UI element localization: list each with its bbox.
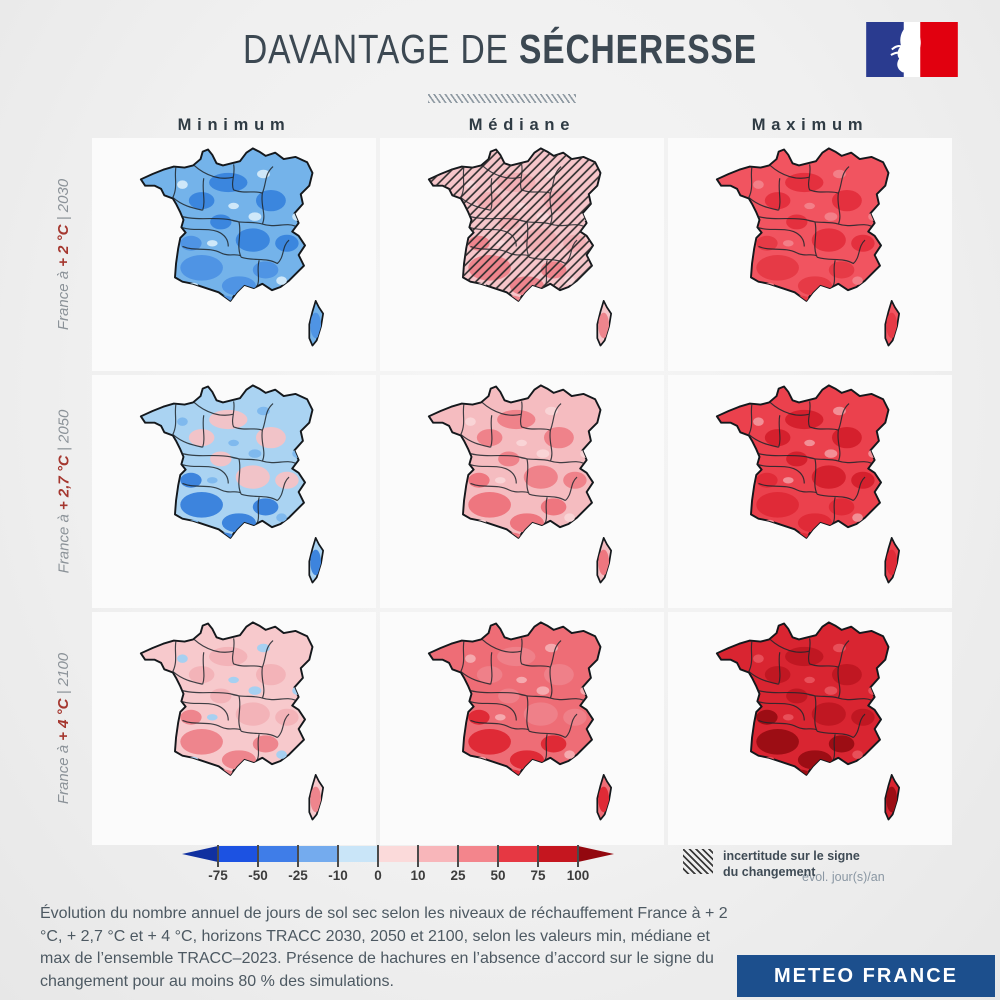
colorbar-tick-label: 75 <box>530 868 546 883</box>
row-label-2050: France à + 2,7 °C | 2050 <box>40 375 88 608</box>
colorbar-tick-label: 100 <box>566 868 590 883</box>
france-map-min-2030 <box>127 142 340 368</box>
colorbar-segment <box>338 846 378 862</box>
hatched-divider <box>428 94 576 103</box>
uncertainty-legend-line1: incertitude sur le signe <box>723 849 860 863</box>
colorbar-arrow-left <box>182 846 218 862</box>
colorbar-arrow-right <box>578 846 614 862</box>
meteo-france-logo: METEO FRANCE <box>737 955 995 997</box>
france-map-min-2100 <box>127 616 340 842</box>
map-panel-max-2050 <box>668 375 952 608</box>
colorbar-segment <box>498 846 538 862</box>
france-map-min-2050 <box>127 379 340 605</box>
uncertainty-legend: incertitude sur le signe du changement <box>683 849 860 880</box>
page-title-light: DAVANTAGE DE <box>243 26 519 72</box>
meteo-france-logo-label: METEO FRANCE <box>774 964 958 987</box>
colorbar-segment <box>258 846 298 862</box>
colorbar-segment <box>378 846 418 862</box>
colorbar-segments <box>218 846 578 862</box>
colorbar-segment <box>298 846 338 862</box>
colorbar-tick-label: -10 <box>328 868 348 883</box>
row-label-year: | 2030 <box>55 178 73 225</box>
row-label-2100: France à + 4 °C | 2100 <box>40 612 88 845</box>
colorbar-tick-label: -50 <box>248 868 268 883</box>
map-panel-mediane-2030 <box>380 138 664 371</box>
france-map-max-2030 <box>703 142 916 368</box>
map-panel-min-2050 <box>92 375 376 608</box>
map-panel-max-2030 <box>668 138 952 371</box>
diagonal-hatch-swatch-icon <box>683 849 713 874</box>
page-title-bold: SÉCHERESSE <box>518 26 757 72</box>
uncertainty-legend-line2: du changement <box>723 864 816 879</box>
france-map-mediane-2030 <box>415 142 628 368</box>
row-label-2030: France à + 2 °C | 2030 <box>40 138 88 371</box>
row-label-temp: + 4 °C <box>55 698 73 741</box>
colorbar-tick-label: 10 <box>410 868 426 883</box>
row-label-temp: + 2 °C <box>55 224 73 267</box>
row-label-temp: + 2,7 °C <box>55 455 73 511</box>
map-panel-max-2100 <box>668 612 952 845</box>
map-grid: France à + 2 °C | 2030 France à + 2,7 °C… <box>40 138 952 845</box>
column-header-minimum: Minimum <box>177 116 291 134</box>
column-headers: Minimum Médiane Maximum <box>92 116 952 135</box>
row-label-prefix: France à <box>55 266 73 331</box>
colorbar-unit-label: évol. jour(s)/an <box>802 870 885 884</box>
row-label-year: | 2100 <box>55 652 73 699</box>
colorbar-tick-label: -25 <box>288 868 308 883</box>
colorbar-segment <box>418 846 458 862</box>
row-label-prefix: France à <box>55 510 73 574</box>
row-label-year: | 2050 <box>55 409 73 456</box>
map-panel-min-2100 <box>92 612 376 845</box>
colorbar-tick-label: 25 <box>450 868 466 883</box>
map-panel-mediane-2050 <box>380 375 664 608</box>
colorbar-tick-label: -75 <box>208 868 228 883</box>
france-map-max-2100 <box>703 616 916 842</box>
colorbar-segment <box>218 846 258 862</box>
france-map-max-2050 <box>703 379 916 605</box>
row-label-prefix: France à <box>55 740 73 805</box>
figure-caption: Évolution du nombre annuel de jours de s… <box>40 905 728 991</box>
column-header-maximum: Maximum <box>751 116 869 134</box>
colorbar-segment <box>458 846 498 862</box>
colorbar-segment <box>538 846 578 862</box>
republique-francaise-marianne-flag-icon <box>866 22 958 77</box>
map-panel-mediane-2100 <box>380 612 664 845</box>
france-map-mediane-2100 <box>415 616 628 842</box>
page-title: DAVANTAGE DE SÉCHERESSE <box>90 26 910 73</box>
colorbar-tick-label: 50 <box>490 868 506 883</box>
colorbar-tick-label: 0 <box>374 868 382 883</box>
column-header-mediane: Médiane <box>468 116 576 134</box>
map-panel-min-2030 <box>92 138 376 371</box>
france-map-mediane-2050 <box>415 379 628 605</box>
